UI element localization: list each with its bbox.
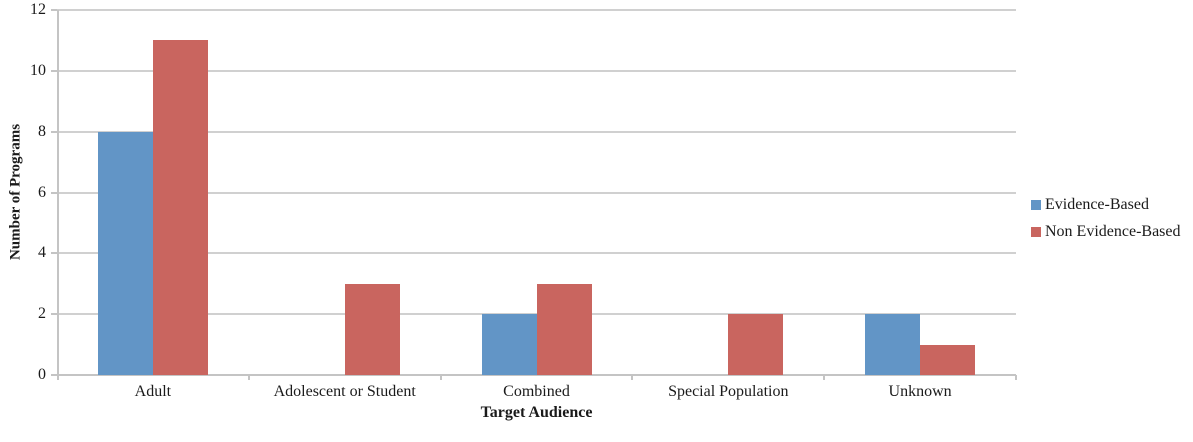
gridline	[57, 69, 1016, 72]
bar-non-evidence-based-combined	[536, 283, 592, 375]
legend-marker-non-evidence-based	[1031, 227, 1041, 237]
legend-marker-evidence-based	[1031, 200, 1041, 210]
x-category-label-adolescent-or-student: Adolescent or Student	[273, 383, 416, 400]
x-axis-tick	[823, 375, 826, 380]
x-category-label-adult: Adult	[134, 383, 172, 400]
bar-non-evidence-based-special-population	[728, 314, 784, 375]
y-axis-tick	[51, 69, 57, 72]
legend: Evidence-Based Non Evidence-Based	[1031, 196, 1181, 250]
y-axis-tick	[51, 130, 57, 133]
x-category-label-special-population: Special Population	[668, 383, 789, 400]
y-tick-label: 4	[38, 244, 46, 262]
y-tick-label: 8	[38, 122, 46, 140]
x-axis-tick	[631, 375, 634, 380]
y-tick-label: 10	[30, 61, 46, 79]
gridline	[57, 252, 1016, 255]
x-axis-tick	[439, 375, 442, 380]
y-tick-label: 0	[38, 366, 46, 383]
bar-non-evidence-based-adult	[152, 40, 208, 375]
y-tick-label: 2	[38, 305, 46, 323]
gridline	[57, 191, 1016, 194]
y-axis-line	[57, 10, 59, 380]
x-axis-tick	[247, 375, 250, 380]
legend-label: Non Evidence-Based	[1045, 223, 1181, 240]
y-tick-label: 6	[38, 183, 46, 201]
legend-item-evidence-based: Evidence-Based	[1031, 196, 1181, 214]
gridline	[57, 130, 1016, 133]
bar-evidence-based-adult	[97, 131, 153, 375]
x-category-label-unknown: Unknown	[888, 383, 952, 400]
legend-item-non-evidence-based: Non Evidence-Based	[1031, 223, 1181, 241]
y-tick-label: 12	[30, 1, 46, 18]
legend-label: Evidence-Based	[1045, 196, 1149, 213]
x-axis-title: Target Audience	[480, 404, 593, 421]
y-axis-tick	[51, 252, 57, 255]
bar-non-evidence-based-adolescent-or-student	[344, 283, 400, 375]
y-axis-tick	[51, 9, 57, 11]
bar-evidence-based-unknown	[865, 314, 921, 375]
x-category-label-combined: Combined	[503, 383, 570, 400]
bar-non-evidence-based-unknown	[920, 344, 976, 375]
x-axis-tick	[1015, 375, 1017, 380]
y-axis-tick	[51, 313, 57, 316]
x-axis-line	[51, 374, 1016, 376]
gridline	[57, 9, 1016, 11]
y-axis-tick	[51, 191, 57, 194]
bar-evidence-based-combined	[481, 314, 537, 375]
